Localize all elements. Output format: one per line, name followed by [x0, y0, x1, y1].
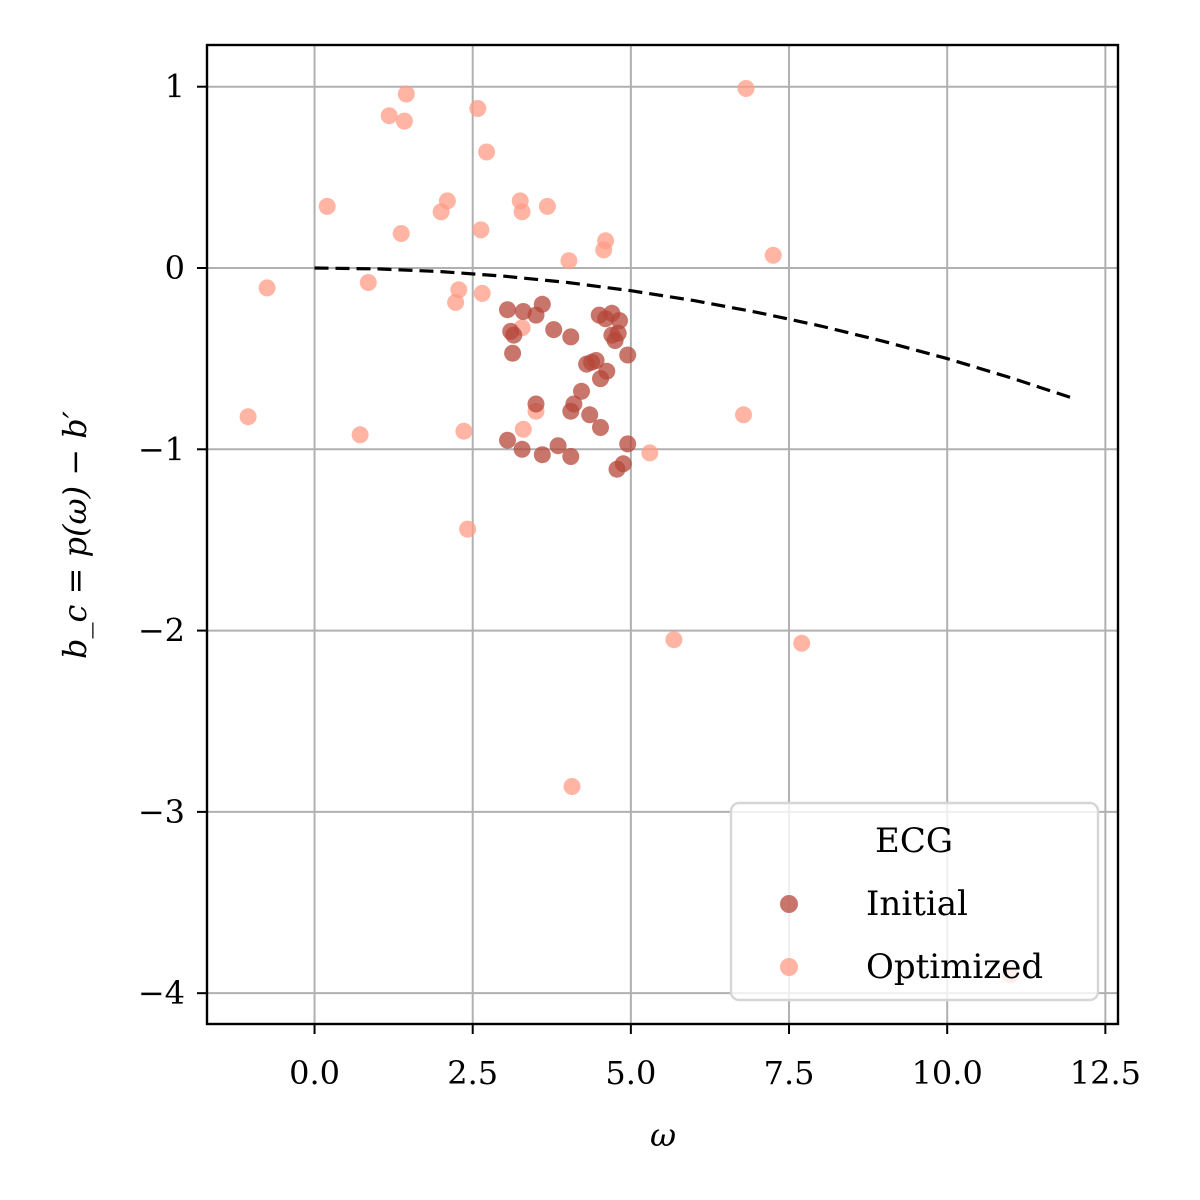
- ticks: 0.0 2.5 5.0 7.5 10.0 12.5 1 0 −1 −2 −3 −4: [138, 68, 1141, 1092]
- x-axis-label: ω: [650, 1116, 676, 1154]
- initial-point: [533, 446, 551, 464]
- optimized-point: [560, 252, 578, 270]
- optimized-point: [459, 520, 477, 538]
- optimized-point: [737, 80, 755, 97]
- y-tick-label: 1: [165, 68, 185, 106]
- optimized-point: [473, 284, 491, 302]
- reference-curve: [314, 266, 1075, 401]
- optimized-point: [318, 197, 336, 215]
- y-axis-label: b_c = p(ω) − b′: [56, 410, 94, 659]
- optimized-point: [735, 406, 752, 424]
- grid: [207, 45, 1118, 1024]
- optimized-point: [472, 221, 490, 239]
- y-tick-label: 0: [165, 249, 185, 287]
- legend-marker-optimized: [780, 958, 798, 976]
- initial-point: [499, 431, 516, 449]
- optimized-point: [764, 246, 782, 264]
- initial-point: [592, 370, 609, 388]
- optimized-point: [438, 192, 456, 210]
- y-tick-label: −3: [138, 793, 185, 831]
- initial-point: [545, 321, 563, 339]
- initial-point: [527, 395, 545, 413]
- x-tick-label: 12.5: [1070, 1054, 1141, 1092]
- plot-frame: [205, 43, 1120, 1026]
- curve-layer: [314, 266, 1075, 401]
- initial-point: [573, 382, 590, 400]
- initial-point: [619, 346, 637, 364]
- y-tick-label: −1: [138, 430, 185, 468]
- optimized-point: [513, 203, 531, 221]
- initial-point: [562, 402, 580, 420]
- x-tick-label: 5.0: [605, 1054, 656, 1092]
- optimized-point: [641, 444, 659, 462]
- optimized-point: [595, 241, 613, 259]
- points-layer: [239, 80, 1019, 984]
- optimized-point: [395, 112, 413, 130]
- legend-label-initial: Initial: [866, 884, 968, 924]
- optimized-point: [359, 274, 377, 291]
- legend: ECG Initial Optimized: [729, 801, 1100, 1002]
- initial-point: [619, 435, 637, 453]
- x-tick-label: 7.5: [764, 1054, 815, 1092]
- optimized-point: [563, 778, 581, 795]
- optimized-point: [351, 426, 369, 444]
- optimized-point: [538, 197, 556, 215]
- initial-point: [499, 301, 516, 319]
- legend-marker-initial: [780, 895, 798, 913]
- initial-point: [549, 437, 567, 455]
- optimized-point: [239, 408, 257, 426]
- legend-label-optimized: Optimized: [866, 947, 1043, 987]
- initial-point: [611, 312, 628, 330]
- y-tick-label: −2: [138, 612, 185, 650]
- optimized-point: [793, 634, 811, 652]
- optimized-point: [514, 420, 532, 438]
- optimized-point: [478, 143, 496, 161]
- initial-point: [562, 328, 580, 346]
- optimized-point: [392, 225, 410, 242]
- initial-point: [562, 448, 580, 465]
- initial-point: [504, 344, 522, 362]
- initial-point: [527, 306, 545, 324]
- x-tick-label: 0.0: [289, 1054, 340, 1092]
- initial-point: [505, 326, 523, 344]
- optimized-point: [397, 85, 415, 103]
- y-tick-label: −4: [138, 974, 185, 1012]
- initial-point: [587, 352, 605, 369]
- x-tick-label: 10.0: [912, 1054, 983, 1092]
- legend-box: [729, 801, 1100, 1002]
- legend-title: ECG: [875, 821, 953, 861]
- initial-point: [592, 419, 609, 436]
- optimized-point: [469, 100, 487, 117]
- optimized-point: [665, 631, 683, 649]
- initial-point: [513, 440, 531, 458]
- x-tick-label: 2.5: [447, 1054, 498, 1092]
- initial-point: [608, 460, 626, 478]
- optimized-point: [258, 279, 276, 297]
- optimized-point: [380, 107, 398, 125]
- optimized-point: [455, 422, 473, 440]
- optimized-point: [447, 293, 465, 311]
- initial-point: [581, 406, 599, 424]
- initial-point: [609, 324, 627, 342]
